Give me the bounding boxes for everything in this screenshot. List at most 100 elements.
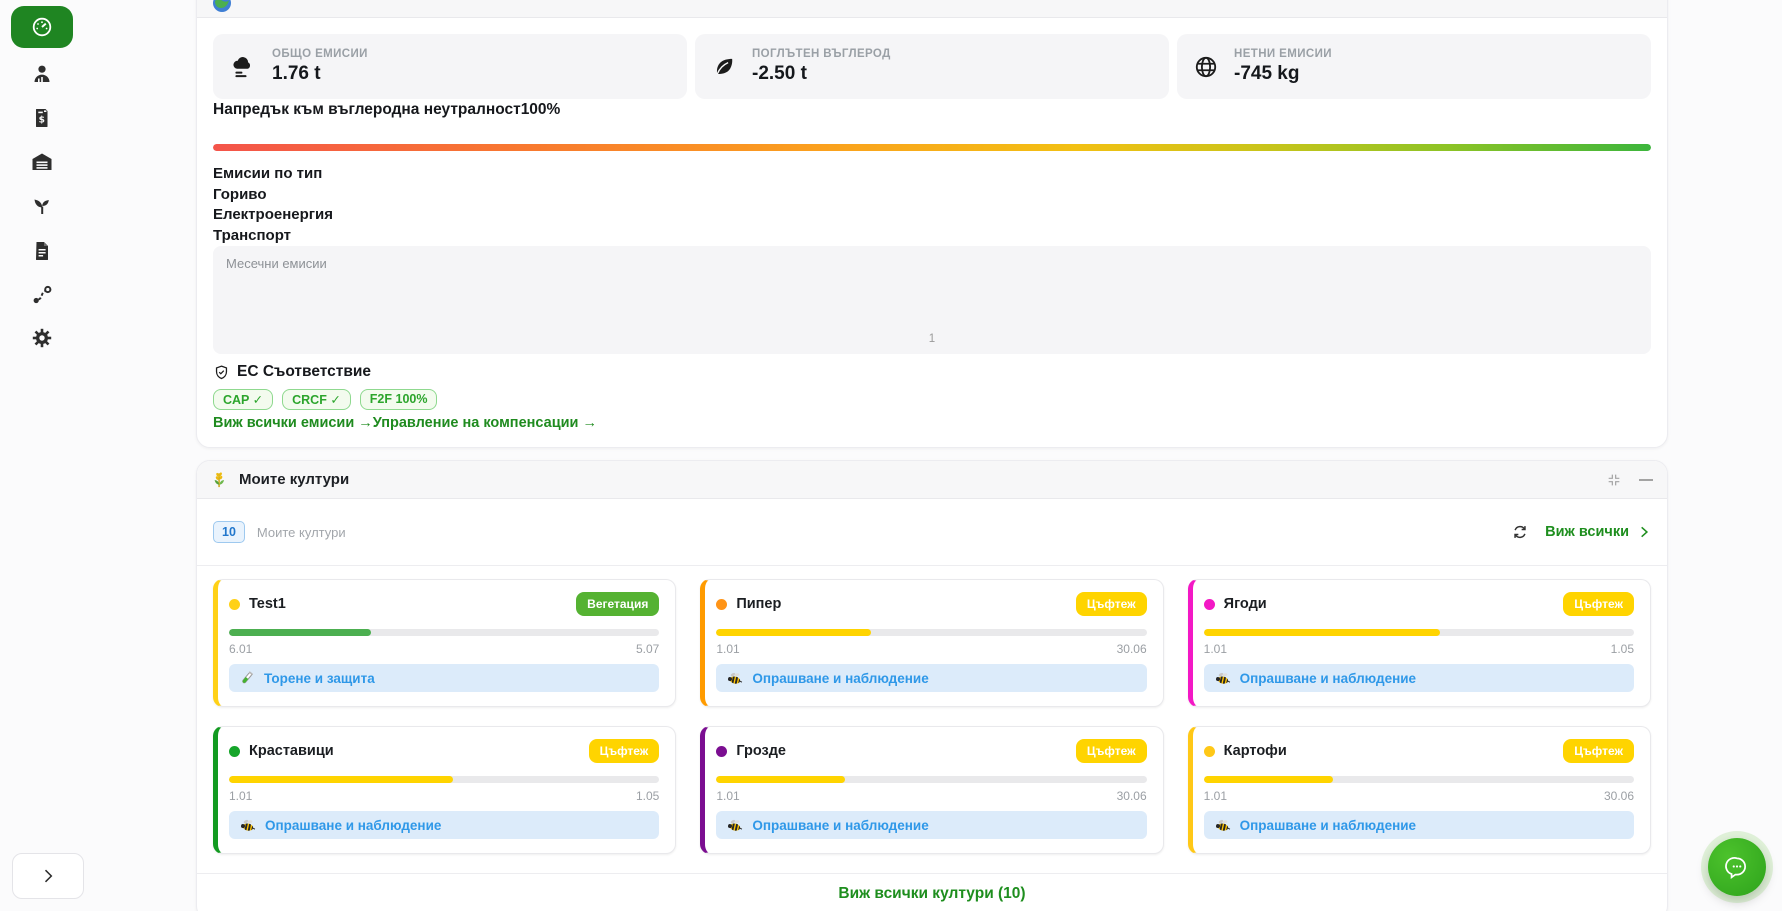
- monthly-emissions-chart: Месечни емисии 1: [213, 246, 1651, 354]
- stat-absorbed-carbon: ПОГЛЪТЕН ВЪГЛЕРОД -2.50 t: [695, 34, 1169, 99]
- crop-progress-track: [229, 776, 660, 783]
- progress-value-text: 100%: [520, 101, 561, 118]
- crop-dot: [1203, 745, 1215, 757]
- emissions-links: Виж всички емисии → Управление на компен…: [213, 415, 597, 431]
- crop-progress-fill: [229, 629, 371, 636]
- smog-icon: [229, 53, 257, 81]
- crop-action-chip[interactable]: Опрашване и наблюдение: [1203, 664, 1634, 692]
- sidebar-item-warehouse[interactable]: [30, 150, 54, 174]
- carbon-neutrality-progress-fill: [213, 144, 1651, 151]
- sidebar-item-settings[interactable]: [30, 326, 54, 350]
- crop-start-date: 1.01: [1203, 789, 1228, 803]
- offset-management-link[interactable]: Управление на компенсации →: [372, 415, 597, 431]
- sidebar-expand-button[interactable]: [12, 853, 84, 899]
- crop-action-label: Опрашване и наблюдение: [752, 670, 929, 686]
- chat-button[interactable]: [1708, 838, 1766, 896]
- crop-dot: [716, 598, 728, 610]
- crop-action-chip[interactable]: Опрашване и наблюдение: [229, 811, 660, 839]
- stat-value: -2.50 t: [752, 63, 807, 84]
- crop-name: Test1: [249, 596, 286, 612]
- crop-name: Грозде: [736, 743, 786, 759]
- crops-count-badge: 10: [213, 521, 245, 543]
- carbon-neutrality-progress-label: Напредък към въглеродна неутралност100%: [213, 101, 560, 119]
- sidebar-item-crops[interactable]: [30, 194, 54, 218]
- refresh-icon[interactable]: [1511, 523, 1529, 541]
- sidebar-item-finance[interactable]: $: [30, 106, 54, 130]
- sidebar-item-users[interactable]: [30, 62, 54, 86]
- view-all-emissions-link[interactable]: Виж всички емисии →: [213, 415, 373, 431]
- crop-name: Ягоди: [1223, 596, 1267, 612]
- crop-card-kartofi[interactable]: Картофи Цъфтеж 1.01 30.06: [1187, 726, 1651, 854]
- crop-progress-track: [229, 629, 660, 636]
- bee-icon: [726, 670, 743, 687]
- stat-value: 1.76 t: [272, 63, 321, 84]
- crop-name: Краставици: [249, 743, 334, 759]
- divider: [197, 873, 1667, 874]
- route-icon: [30, 283, 54, 307]
- crop-progress-fill: [1203, 776, 1333, 783]
- compliance-badges: CAP ✓ CRCF ✓ F2F 100%: [213, 389, 438, 410]
- stat-value: -745 kg: [1234, 63, 1300, 84]
- crop-end-date: 30.06: [1603, 789, 1634, 803]
- progress-label-text: Напредък към въглеродна неутралност: [213, 101, 521, 118]
- crop-card-yagodi[interactable]: Ягоди Цъфтеж 1.01 1.05: [1187, 579, 1651, 707]
- sidebar-item-routes[interactable]: [30, 283, 54, 307]
- crop-start-date: 6.01: [229, 642, 253, 656]
- chart-title: Месечни емисии: [226, 256, 327, 271]
- emission-type-fuel: Гориво: [213, 185, 267, 203]
- eu-compliance-title: ЕС Съответствие: [237, 363, 372, 380]
- bee-icon: [1214, 670, 1231, 687]
- chevron-right-icon: [1637, 525, 1651, 539]
- cap-badge: CAP ✓: [213, 389, 274, 410]
- wheat-icon: [211, 470, 230, 489]
- crops-toolbar: 10 Моите култури Виж всички: [213, 515, 1651, 549]
- crop-card-piper[interactable]: Пипер Цъфтеж 1.01 30.06: [700, 579, 1164, 707]
- view-all-crops-link[interactable]: Виж всички култури (10): [838, 885, 1026, 902]
- crop-card-krastavitsi[interactable]: Краставици Цъфтеж 1.01 1.05: [213, 726, 677, 854]
- stat-net-emissions: НЕТНИ ЕМИСИИ -745 kg: [1177, 34, 1651, 99]
- globe-icon: [1193, 54, 1219, 80]
- emission-stats-row: ОБЩО ЕМИСИИ 1.76 t ПОГЛЪТЕН ВЪГЛЕРОД -2.…: [213, 34, 1651, 99]
- leaf-icon: [711, 54, 737, 80]
- chat-bubble-icon: [1724, 854, 1750, 880]
- crop-end-date: 30.06: [1116, 642, 1147, 656]
- crop-action-chip[interactable]: Торене и защита: [229, 664, 660, 692]
- crop-action-label: Опрашване и наблюдение: [265, 817, 442, 833]
- crop-dot: [716, 745, 728, 757]
- user-icon: [30, 62, 54, 86]
- view-all-crops-button[interactable]: Виж всички: [1545, 524, 1651, 540]
- crop-action-chip[interactable]: Опрашване и наблюдение: [716, 664, 1147, 692]
- crops-grid: Test1 Вегетация 6.01 5.07: [213, 579, 1651, 854]
- crcf-badge: CRCF ✓: [282, 389, 351, 410]
- crop-action-chip[interactable]: Опрашване и наблюдение: [716, 811, 1147, 839]
- crop-action-label: Опрашване и наблюдение: [1239, 817, 1417, 833]
- minimize-icon[interactable]: [1639, 478, 1653, 481]
- crop-progress-track: [1203, 629, 1634, 636]
- crop-start-date: 1.01: [716, 789, 740, 803]
- my-crops-card: Моите култури 10 Моите култури: [196, 460, 1668, 911]
- crop-progress-fill: [229, 776, 453, 783]
- carbon-neutrality-progress-bar: [213, 144, 1651, 151]
- crop-end-date: 30.06: [1116, 789, 1147, 803]
- crop-dot: [1203, 598, 1215, 610]
- sidebar: $: [0, 0, 90, 911]
- sidebar-item-documents[interactable]: [30, 239, 54, 263]
- crop-stage-badge: Цъфтеж: [588, 739, 660, 763]
- crop-progress-track: [716, 776, 1147, 783]
- eu-compliance-header: ЕС Съответствие: [213, 363, 371, 381]
- crop-card-grozde[interactable]: Грозде Цъфтеж 1.01 30.06: [700, 726, 1164, 854]
- crop-action-chip[interactable]: Опрашване и наблюдение: [1203, 811, 1634, 839]
- crop-action-label: Торене и защита: [264, 670, 375, 686]
- plant-icon: [30, 194, 54, 218]
- crop-progress-track: [1203, 776, 1634, 783]
- f2f-badge: F2F 100%: [359, 389, 438, 410]
- test-tube-icon: [239, 670, 255, 686]
- crop-dot: [229, 745, 240, 757]
- sidebar-item-dashboard[interactable]: [11, 6, 73, 48]
- collapse-corners-icon[interactable]: [1606, 472, 1622, 488]
- crop-progress-fill: [1203, 629, 1441, 636]
- emission-type-transport: Транспорт: [213, 226, 292, 244]
- crop-card-test1[interactable]: Test1 Вегетация 6.01 5.07: [213, 579, 677, 707]
- warehouse-icon: [30, 150, 54, 174]
- emissions-by-type: Емисии по тип Гориво Електроенергия Тран…: [213, 164, 333, 246]
